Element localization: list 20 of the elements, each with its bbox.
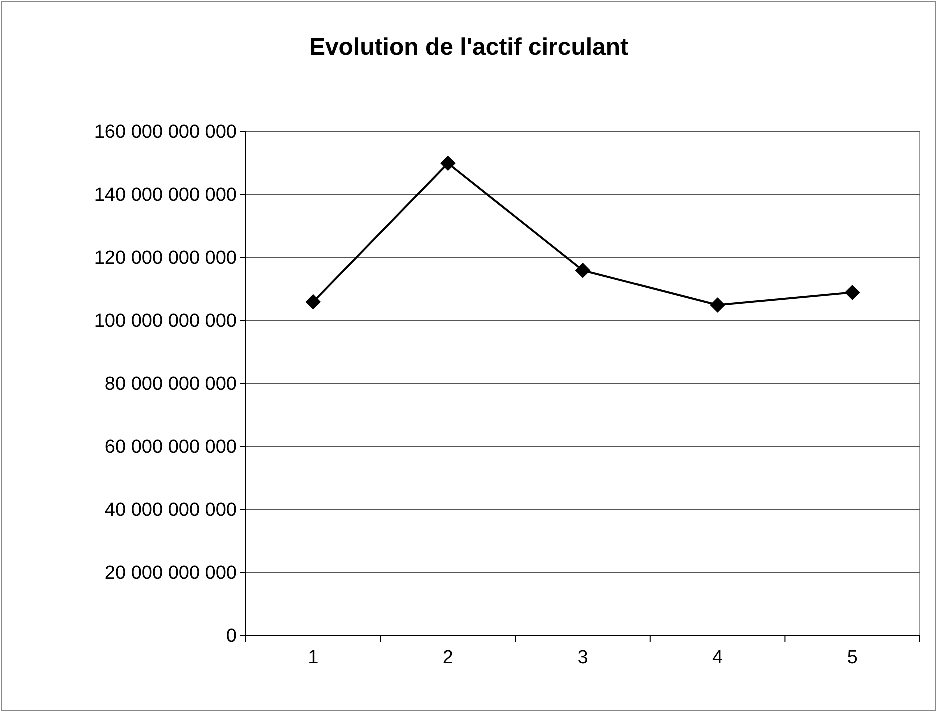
y-tick-label: 20 000 000 000: [104, 563, 237, 584]
y-tick-label: 160 000 000 000: [94, 122, 237, 144]
y-tick-label: 80 000 000 000: [104, 374, 237, 396]
x-tick-label: 4: [712, 647, 724, 668]
y-tick-label: 0: [226, 626, 237, 648]
x-tick-label: 2: [442, 647, 454, 668]
x-tick-label: 1: [308, 647, 319, 668]
point: [440, 156, 456, 172]
y-tick-label: 40 000 000 000: [104, 500, 237, 522]
x-tick-label: 5: [847, 647, 858, 668]
point: [306, 294, 322, 310]
point: [575, 262, 591, 278]
y-tick-label: 100 000 000 000: [94, 311, 237, 332]
chart-title: Evolution de l'actif circulant: [309, 34, 629, 61]
y-tick-label: 120 000 000 000: [94, 248, 237, 270]
y-tick-label: 60 000 000 000: [104, 437, 237, 458]
y-tick-label: 140 000 000 000: [94, 185, 237, 206]
point: [844, 284, 860, 300]
x-tick-label: 3: [578, 647, 588, 668]
point: [710, 298, 726, 313]
